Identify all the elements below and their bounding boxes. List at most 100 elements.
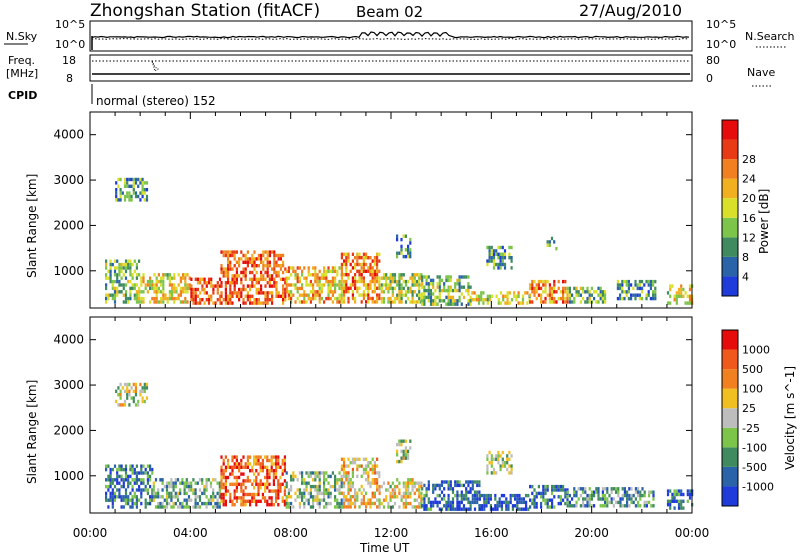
data-cell	[354, 488, 357, 492]
data-cell	[378, 279, 381, 284]
data-cell	[503, 266, 507, 270]
data-cell	[595, 487, 598, 491]
data-cell	[601, 493, 604, 498]
data-cell	[327, 296, 330, 301]
data-cell	[227, 270, 230, 275]
data-cell	[229, 301, 232, 305]
data-cell	[575, 293, 578, 297]
data-cell	[287, 296, 290, 301]
data-cell	[542, 283, 545, 287]
data-cell	[283, 492, 286, 497]
data-cell	[494, 497, 497, 501]
data-cell	[312, 498, 315, 502]
data-cell	[351, 495, 354, 499]
data-cell	[281, 472, 284, 476]
data-cell	[285, 501, 288, 506]
data-cell	[391, 276, 394, 280]
data-cell	[407, 244, 410, 249]
data-cell	[327, 293, 330, 297]
data-cell	[436, 282, 439, 286]
x-tick-label: 12:00	[374, 526, 409, 540]
data-cell	[111, 286, 114, 291]
data-cell	[568, 500, 571, 505]
data-cell	[192, 298, 195, 302]
data-cell	[362, 495, 365, 499]
data-cell	[423, 295, 426, 300]
data-cell	[451, 299, 455, 303]
data-cell	[331, 276, 334, 280]
data-cell	[240, 503, 243, 507]
data-cell	[185, 481, 188, 485]
colorbar-segment	[722, 486, 738, 506]
data-cell	[182, 290, 185, 294]
data-cell	[320, 283, 323, 287]
data-cell	[447, 483, 450, 488]
data-cell	[264, 294, 267, 298]
data-cell	[577, 487, 580, 491]
colorbar-segment	[722, 198, 738, 218]
data-cell	[540, 279, 543, 284]
data-cell	[235, 475, 238, 480]
data-cell	[373, 262, 376, 267]
data-cell	[194, 491, 197, 496]
data-cell	[358, 256, 361, 260]
data-cell	[573, 487, 576, 491]
data-cell	[117, 386, 120, 390]
data-cell	[548, 296, 551, 301]
data-cell	[301, 300, 304, 304]
data-cell	[116, 276, 119, 280]
data-cell	[323, 488, 326, 492]
data-cell	[593, 296, 596, 301]
data-cell	[271, 294, 274, 298]
data-cell	[318, 488, 321, 492]
data-cell	[597, 490, 600, 494]
data-cell	[155, 279, 158, 284]
data-cell	[451, 490, 455, 494]
data-cell	[586, 504, 589, 508]
data-cell	[669, 287, 672, 292]
colorbar-tick-label: 100	[742, 383, 763, 396]
data-cell	[400, 495, 403, 499]
data-cell	[192, 294, 195, 298]
data-cell	[475, 298, 478, 302]
data-cell	[233, 253, 236, 258]
data-cell	[318, 283, 321, 287]
data-cell	[458, 278, 461, 283]
data-cell	[501, 252, 504, 256]
data-cell	[533, 501, 536, 506]
data-cell	[637, 493, 640, 498]
data-cell	[268, 274, 271, 278]
data-cell	[290, 484, 293, 489]
colorbar-segment	[722, 120, 738, 140]
data-cell	[451, 295, 455, 300]
data-cell	[476, 490, 479, 494]
data-cell	[255, 479, 258, 483]
data-cell	[356, 269, 359, 273]
data-cell	[500, 500, 503, 505]
data-cell	[109, 293, 112, 297]
data-cell	[210, 277, 213, 281]
nave-tick-top: 80	[706, 54, 720, 67]
data-cell	[478, 497, 481, 501]
data-cell	[172, 495, 175, 499]
data-cell	[233, 482, 236, 486]
data-cell	[371, 290, 374, 294]
data-cell	[542, 484, 545, 489]
data-cell	[566, 498, 569, 502]
data-cell	[253, 277, 256, 281]
data-cell	[546, 505, 549, 509]
data-cell	[118, 266, 121, 270]
data-cell	[579, 300, 582, 304]
data-cell	[244, 492, 247, 497]
data-cell	[369, 296, 372, 301]
data-cell	[454, 302, 457, 306]
data-cell	[174, 491, 177, 496]
data-cell	[451, 302, 455, 306]
data-cell	[336, 501, 339, 506]
data-cell	[367, 498, 370, 502]
data-cell	[113, 279, 117, 284]
data-cell	[113, 498, 117, 502]
data-cell	[140, 290, 143, 294]
data-cell	[181, 481, 184, 485]
